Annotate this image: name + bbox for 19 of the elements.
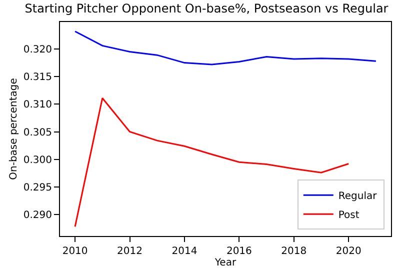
line-series [74, 30, 377, 66]
chart-title: Starting Pitcher Opponent On-base%, Postseason vs Regular [24, 2, 388, 16]
x-tick-label: 2016 [226, 246, 252, 257]
y-tick-label: 0.315 [23, 72, 52, 84]
y-tick-label: 0.295 [23, 182, 52, 194]
y-tick-label: 0.320 [23, 44, 52, 56]
x-tick-label: 2018 [281, 246, 307, 257]
y-axis-title: On-base percentage [8, 78, 20, 180]
legend-label: Regular [338, 190, 378, 202]
x-axis-title: Year [214, 258, 237, 268]
x-tick-label: 2012 [117, 246, 142, 257]
y-tick-label: 0.290 [23, 210, 52, 221]
legend-label: Post [338, 210, 360, 221]
x-tick-label: 2020 [336, 246, 362, 257]
y-tick-label: 0.305 [23, 127, 52, 138]
x-tick-label: 2010 [62, 246, 88, 257]
y-tick-label: 0.310 [23, 100, 52, 111]
y-tick-label: 0.300 [23, 154, 52, 166]
x-tick-label: 2014 [172, 246, 198, 257]
